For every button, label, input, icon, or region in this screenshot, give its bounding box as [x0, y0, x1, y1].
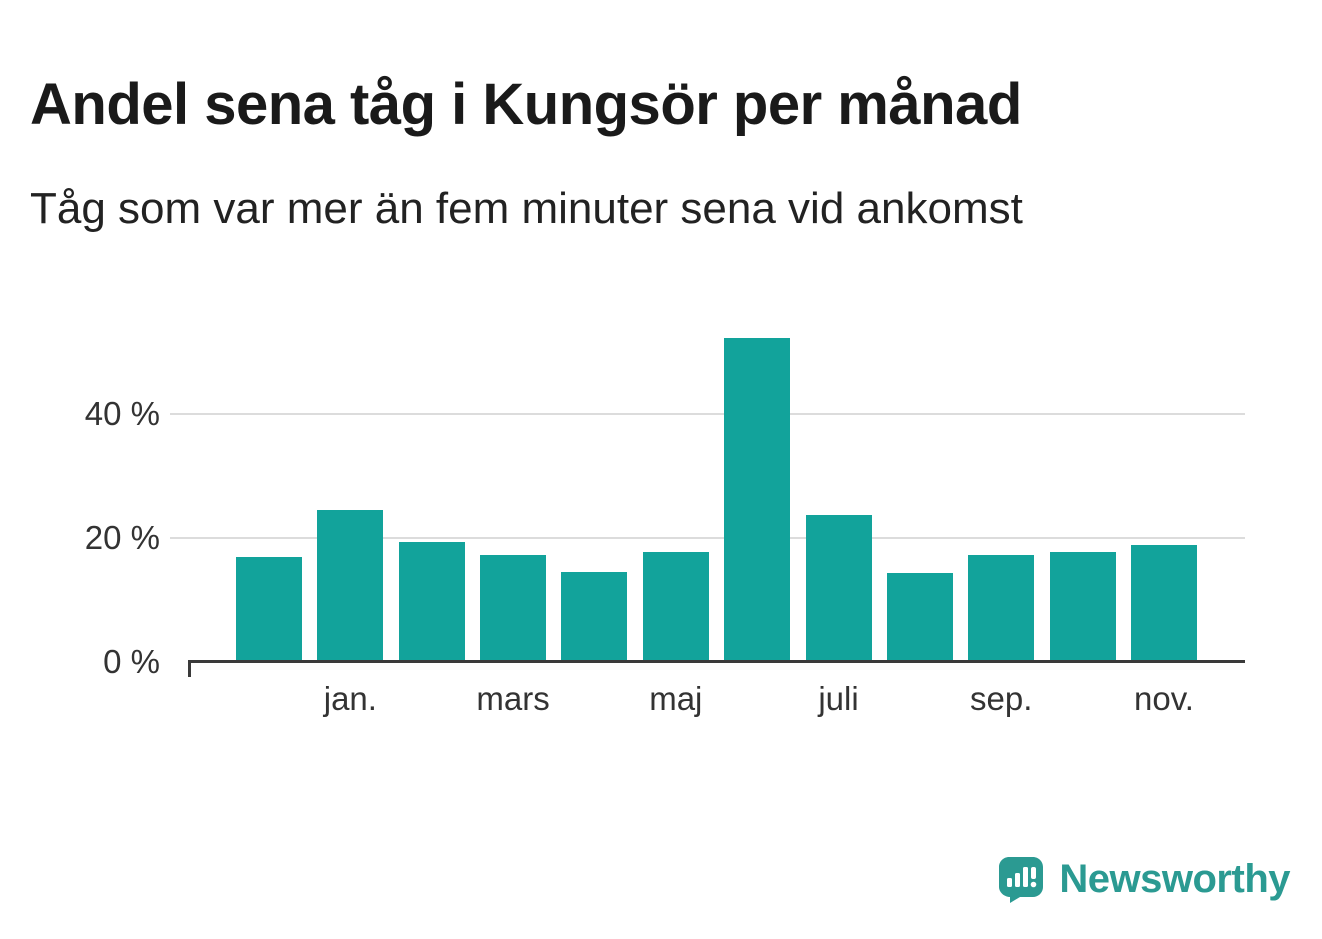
bar — [805, 515, 872, 662]
bar-series — [188, 292, 1245, 662]
bar — [236, 556, 302, 662]
chart-title: Andel sena tåg i Kungsör per månad — [30, 71, 1022, 137]
newsworthy-logo: Newsworthy — [997, 855, 1290, 903]
gridline — [170, 413, 1245, 416]
plot-area: jan. mars maj juli sep. nov. 0 % 20 % 40 % — [85, 292, 1245, 717]
chart-subtitle: Tåg som var mer än fem minuter sena vid … — [30, 184, 1023, 233]
bar — [398, 541, 465, 662]
newsworthy-logo-icon — [999, 857, 1044, 903]
y-tick-label: 0 % — [103, 643, 160, 680]
x-tick-label — [236, 680, 302, 718]
bar — [642, 552, 709, 662]
bar — [480, 555, 547, 662]
bar — [724, 337, 791, 662]
x-axis-tick — [188, 663, 191, 677]
x-tick-label: maj — [649, 680, 703, 717]
y-tick-label: 20 % — [84, 519, 160, 557]
bar — [317, 509, 384, 662]
x-tick-label: mars — [476, 680, 550, 717]
x-axis-line — [188, 660, 1245, 677]
y-tick-label: 40 % — [84, 395, 160, 433]
bar — [968, 555, 1035, 662]
x-tick-label: jan. — [323, 680, 377, 717]
bar — [561, 571, 628, 662]
bar — [1130, 544, 1197, 662]
x-tick-label — [561, 680, 627, 718]
x-tick-label: juli — [818, 680, 859, 717]
x-tick-label — [399, 680, 465, 718]
newsworthy-logo-text: Newsworthy — [1059, 856, 1290, 901]
bar — [1049, 551, 1116, 662]
gridline — [170, 537, 1245, 540]
x-tick-label — [887, 680, 953, 718]
x-tick-label — [724, 680, 790, 718]
x-tick-label — [1050, 680, 1116, 718]
x-tick-label: nov. — [1133, 680, 1194, 717]
x-tick-label: sep. — [970, 680, 1033, 717]
x-axis-labels: jan. mars maj juli sep. nov. — [188, 680, 1245, 718]
bar — [886, 573, 953, 662]
